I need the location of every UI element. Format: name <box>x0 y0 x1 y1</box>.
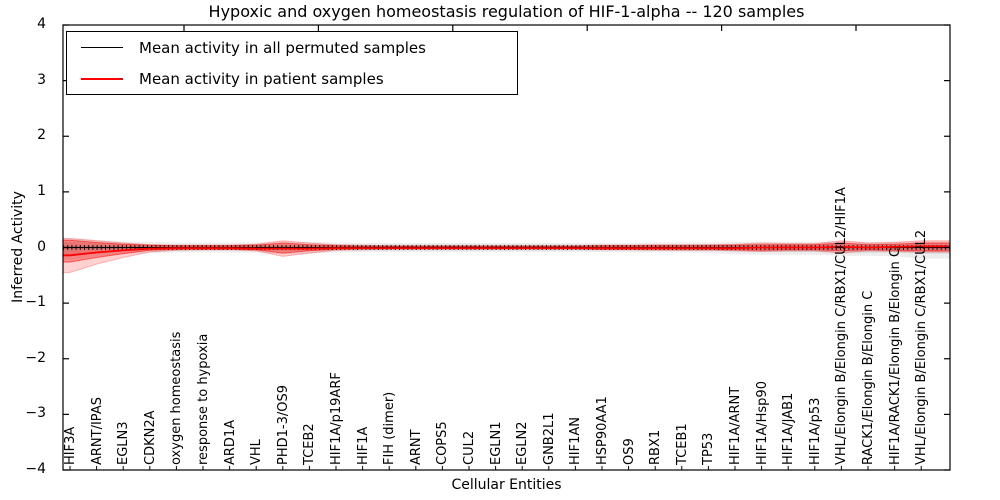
x-tick-label: HIF1A <box>355 426 371 465</box>
x-tick-label: FIH (dimer) <box>382 391 398 465</box>
chart-title: Hypoxic and oxygen homeostasis regulatio… <box>208 2 805 21</box>
legend-label-patient: Mean activity in patient samples <box>139 69 384 88</box>
x-tick-label: TP53 <box>701 432 717 465</box>
x-tick-label: VHL/Elongin B/Elongin C/RBX1/CUL2/HIF1A <box>834 187 850 465</box>
x-tick-label: PHD1-3/OS9 <box>275 385 291 465</box>
x-tick-label: HIF3A <box>63 426 78 465</box>
x-tick-label: COPS5 <box>435 421 451 465</box>
series-line-patient <box>63 245 950 257</box>
x-tick-label: EGLN3 <box>116 421 132 465</box>
x-axis-label: Cellular Entities <box>451 477 562 493</box>
x-tick-label: ARD1A <box>222 419 238 465</box>
x-tick-label: ARNT <box>408 429 424 465</box>
y-tick-label: 2 <box>37 127 46 144</box>
x-tick-label: EGLN2 <box>515 421 531 465</box>
permuted-line-swatch <box>81 46 123 49</box>
y-tick-label: 0 <box>37 238 46 255</box>
x-tick-label: ARNT/IPAS <box>89 397 105 465</box>
legend-item-permuted: Mean activity in all permuted samples <box>67 39 517 57</box>
x-tick-label: TCEB1 <box>674 423 690 465</box>
x-tick-label: response to hypoxia <box>196 333 211 465</box>
patient-line-swatch <box>81 77 123 80</box>
x-tick-label: GNB2L1 <box>541 412 557 465</box>
x-tick-label: HIF1A/JAB1 <box>781 392 797 465</box>
x-tick-label: RACK1/Elongin B/Elongin C <box>861 290 876 465</box>
y-tick-label: −3 <box>25 405 46 422</box>
legend: Mean activity in all permuted samples Me… <box>66 31 518 95</box>
x-tick-label: HIF1AN <box>568 417 584 465</box>
legend-label-permuted: Mean activity in all permuted samples <box>139 38 426 57</box>
y-tick-label: −1 <box>25 294 46 311</box>
x-tick-label: VHL <box>249 439 265 465</box>
y-tick-label: −2 <box>25 349 46 366</box>
y-tick-label: 4 <box>37 16 46 32</box>
x-tick-label: TCEB2 <box>302 423 318 465</box>
x-tick-label: HIF1A/Hsp90 <box>754 381 770 465</box>
x-tick-label: HIF1A/ARNT <box>728 386 743 465</box>
x-tick-label: VHL/Elongin B/Elongin C/RBX1/CUL2 <box>914 229 930 465</box>
x-tick-label: HIF1A/p19ARF <box>329 372 344 465</box>
x-tick-label: HSP90AA1 <box>595 396 610 465</box>
x-tick-label: CDKN2A <box>142 410 158 465</box>
x-tick-label: OS9 <box>621 438 637 465</box>
y-tick-label: −4 <box>25 461 46 477</box>
legend-item-patient: Mean activity in patient samples <box>67 70 517 88</box>
x-tick-label: CUL2 <box>462 430 477 465</box>
y-tick-label: 3 <box>37 71 46 88</box>
x-tick-label: RBX1 <box>648 429 664 465</box>
y-tick-label: 1 <box>37 182 46 199</box>
x-tick-label: HIF1A/p53 <box>807 397 823 465</box>
x-tick-label: EGLN1 <box>488 421 504 465</box>
x-tick-label: oxygen homeostasis <box>169 331 185 465</box>
x-tick-label: HIF1A/RACK1/Elongin B/Elongin C <box>887 248 903 465</box>
